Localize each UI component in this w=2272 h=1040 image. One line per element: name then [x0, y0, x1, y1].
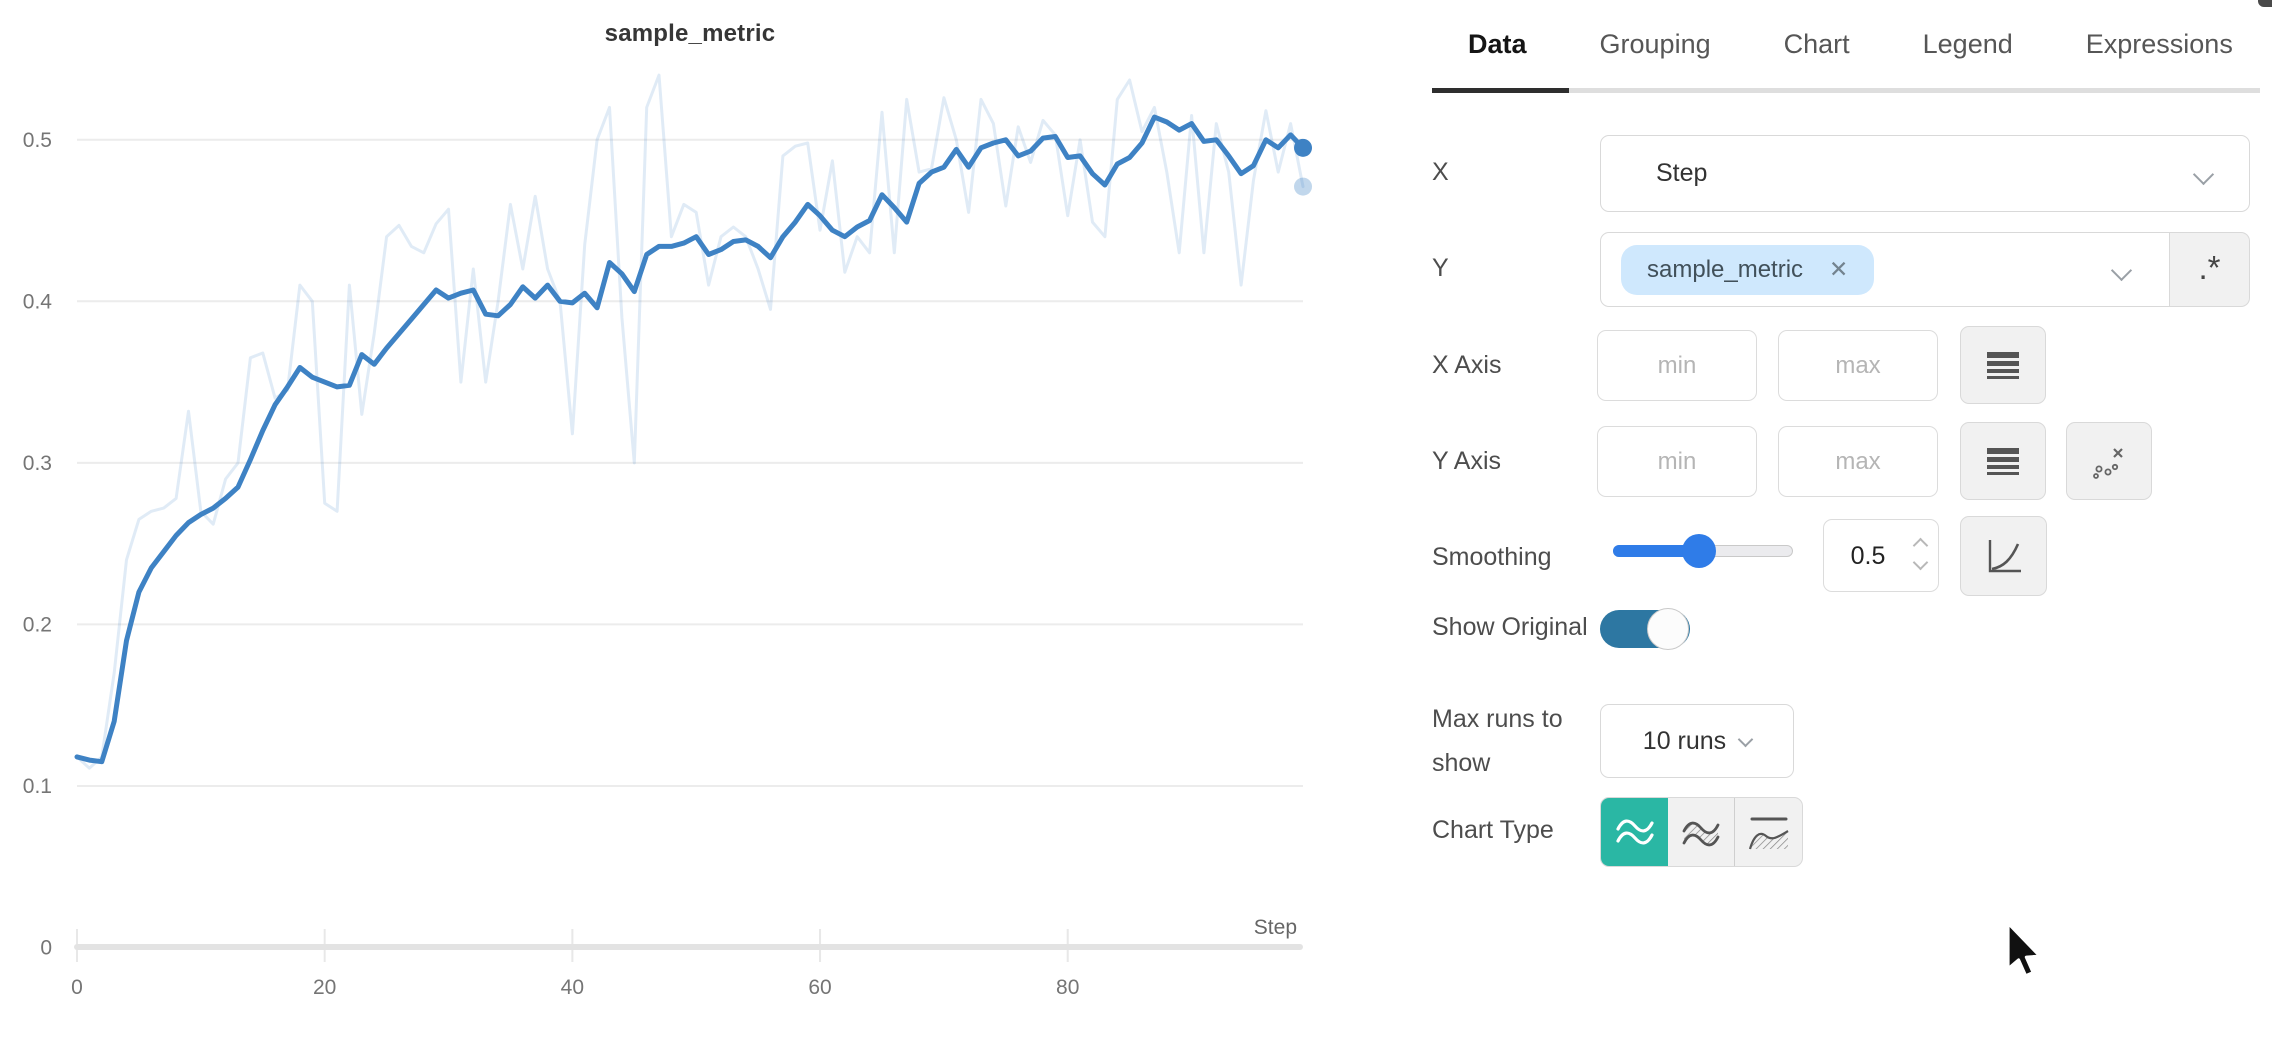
- smoothing-value-input[interactable]: [1824, 520, 1912, 593]
- regex-toggle-button[interactable]: .*: [2170, 232, 2250, 307]
- chart-panel: sample_metric 0 0.1 0.2 0.3 0.4 0.5 0 20 40 60 80 S…: [0, 0, 1392, 1040]
- smoothing-type-button[interactable]: [1960, 516, 2047, 596]
- tab-legend[interactable]: Legend: [1922, 28, 2013, 59]
- x-axis-title: Step: [1254, 916, 1297, 939]
- y-row-label: Y: [1432, 254, 1449, 282]
- x-axis-max-input[interactable]: [1778, 330, 1938, 401]
- tab-data[interactable]: Data: [1468, 28, 1527, 59]
- minmax-plot-icon: [1748, 817, 1789, 850]
- tab-chart[interactable]: Chart: [1783, 28, 1850, 59]
- tab-expressions[interactable]: Expressions: [2085, 28, 2233, 59]
- stepper-down-icon[interactable]: [1912, 554, 1929, 571]
- show-original-row-label: Show Original: [1432, 613, 1588, 641]
- max-runs-select[interactable]: 10 runs: [1600, 704, 1794, 778]
- y-metric-select[interactable]: sample_metric ✕: [1600, 232, 2170, 307]
- smoothing-slider-thumb[interactable]: [1682, 534, 1716, 568]
- stepper-up-icon[interactable]: [1912, 537, 1929, 554]
- max-runs-row-label: Max runs to show: [1432, 705, 1563, 777]
- x-tick-label: 40: [561, 976, 584, 999]
- series-line: [74, 114, 1306, 765]
- remove-metric-icon[interactable]: ✕: [1829, 256, 1849, 282]
- y-axis-row-label: Y Axis: [1432, 447, 1502, 475]
- chart-config-panel: Data Grouping Chart Legend Expressions X…: [1432, 0, 2272, 1040]
- smoothing-value-box: [1823, 519, 1939, 593]
- x-axis-select[interactable]: Step: [1600, 135, 2250, 212]
- x-axis-select-value: Step: [1656, 159, 1708, 187]
- tab-grouping[interactable]: Grouping: [1599, 28, 1711, 59]
- y-tick-label: 0.3: [23, 452, 52, 475]
- smoothing-slider-fill: [1613, 545, 1701, 557]
- series-line: [75, 73, 1305, 770]
- ignore-outliers-button[interactable]: [2066, 422, 2152, 500]
- max-runs-select-value: 10 runs: [1642, 726, 1727, 755]
- y-axis-max-input[interactable]: [1778, 426, 1938, 497]
- y-axis-min-input[interactable]: [1597, 426, 1757, 497]
- y-tick-label: 0.4: [23, 290, 53, 313]
- chart-type-area-button[interactable]: [1668, 798, 1735, 866]
- series-endpoint-dot: [1294, 138, 1313, 157]
- x-row-label: X: [1432, 158, 1449, 186]
- scrollbar-fragment: [2258, 0, 2272, 7]
- panel-tabs: Data Grouping Chart Legend Expressions: [1432, 0, 2233, 88]
- x-tick-label: 60: [808, 976, 831, 999]
- x-tick-label: 0: [71, 976, 83, 999]
- y-tick-label: 0.5: [23, 129, 52, 152]
- log-scale-icon: [1987, 352, 2019, 379]
- x-tick-label: 20: [313, 976, 336, 999]
- metric-tag-label: sample_metric: [1647, 255, 1804, 283]
- metric-tag: sample_metric ✕: [1621, 244, 1875, 295]
- metric-line-chart[interactable]: 0 0.1 0.2 0.3 0.4 0.5 0 20 40 60 80 Step: [0, 0, 1392, 1040]
- chevron-down-icon: [1737, 731, 1754, 747]
- line-plot-icon: [1615, 819, 1654, 845]
- toggle-knob: [1647, 608, 1689, 650]
- chart-type-minmax-button[interactable]: [1735, 798, 1802, 866]
- running-average-curve-icon: [1988, 540, 2021, 573]
- show-original-toggle[interactable]: [1600, 608, 1690, 650]
- y-tick-label: 0.1: [23, 775, 52, 798]
- x-tick-label: 80: [1056, 976, 1079, 999]
- tabs-underline-active: [1432, 88, 1569, 93]
- x-axis-log-scale-button[interactable]: [1960, 326, 2046, 404]
- area-plot-icon: [1682, 821, 1720, 847]
- chevron-down-icon: [2110, 259, 2133, 282]
- x-axis-line: [74, 944, 1303, 950]
- log-scale-icon: [1987, 448, 2019, 475]
- tabs-underline-track: [1432, 88, 2260, 93]
- outliers-icon: [2093, 448, 2123, 479]
- smoothing-row-label: Smoothing: [1432, 543, 1552, 571]
- chart-type-button-group: [1600, 797, 1803, 867]
- x-axis-min-input[interactable]: [1597, 330, 1757, 401]
- chart-type-line-button[interactable]: [1601, 798, 1668, 866]
- y-tick-label: 0.2: [23, 613, 52, 636]
- chart-type-row-label: Chart Type: [1432, 816, 1554, 844]
- smoothing-stepper[interactable]: [1912, 537, 1929, 571]
- chevron-down-icon: [2192, 163, 2215, 186]
- y-axis-log-scale-button[interactable]: [1960, 422, 2046, 500]
- x-axis-row-label: X Axis: [1432, 351, 1502, 379]
- chart-title: sample_metric: [604, 20, 776, 47]
- y-tick-label: 0: [40, 937, 52, 960]
- series-endpoint-dot: [1294, 177, 1313, 196]
